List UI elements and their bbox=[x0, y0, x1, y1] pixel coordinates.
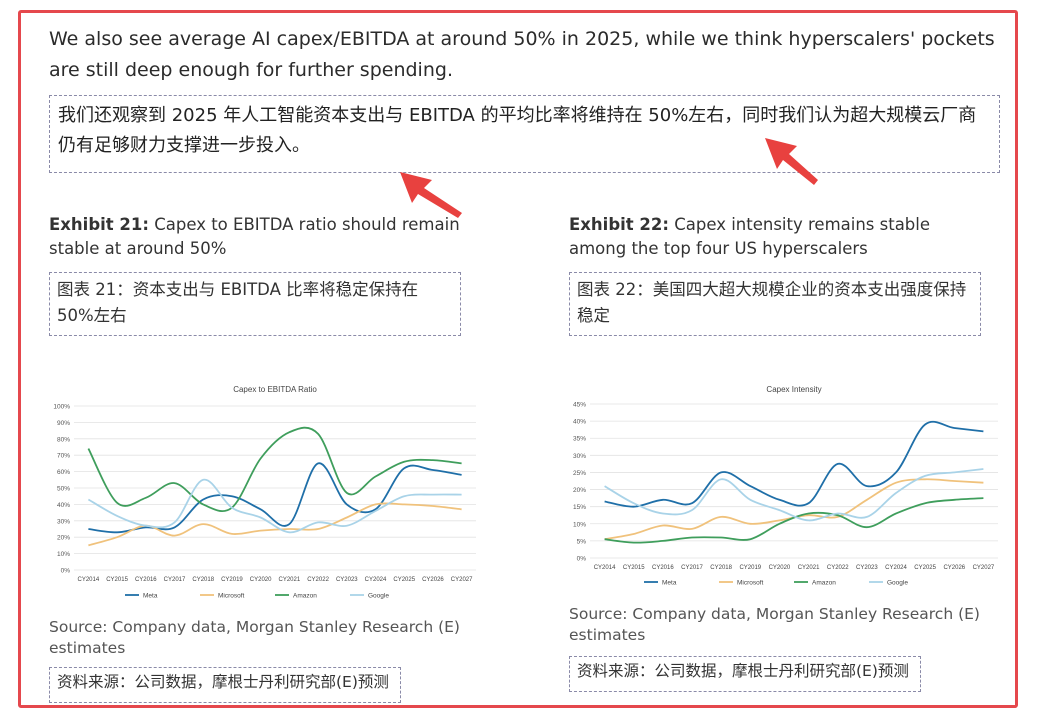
y-tick-label: 10% bbox=[573, 521, 586, 528]
legend-label: Microsoft bbox=[218, 593, 245, 600]
x-tick-label: CY2025 bbox=[393, 577, 415, 583]
x-tick-label: CY2022 bbox=[827, 565, 849, 571]
y-tick-label: 30% bbox=[573, 453, 586, 460]
y-tick-label: 0% bbox=[577, 556, 587, 563]
x-tick-label: CY2018 bbox=[192, 577, 214, 583]
exhibit-title: Exhibit 22: Capex intensity remains stab… bbox=[569, 213, 989, 261]
exhibit-translation: 图表 21：资本支出与 EBITDA 比率将稳定保持在 50%左右 bbox=[49, 272, 461, 336]
line bbox=[604, 497, 984, 544]
line bbox=[88, 462, 462, 534]
highlight-frame bbox=[18, 10, 1018, 708]
legend-label: Meta bbox=[143, 593, 158, 600]
line bbox=[604, 468, 984, 522]
x-tick-label: CY2023 bbox=[336, 577, 358, 583]
x-tick-label: CY2015 bbox=[106, 577, 128, 583]
exhibit-label: Exhibit 21: bbox=[49, 215, 149, 234]
x-tick-label: CY2018 bbox=[710, 565, 732, 571]
y-tick-label: 50% bbox=[57, 486, 70, 493]
x-tick-label: CY2021 bbox=[798, 565, 820, 571]
y-tick-label: 40% bbox=[57, 502, 70, 509]
exhibit-text: Capex intensity remains stable among the… bbox=[569, 215, 931, 258]
x-tick-label: CY2024 bbox=[365, 577, 387, 583]
legend-label: Meta bbox=[662, 580, 677, 587]
y-tick-label: 15% bbox=[573, 504, 586, 511]
chart: Capex to EBITDA Ratio 0% 10% 20% 30% 40% 50% 60… bbox=[53, 385, 476, 600]
chart-title: Capex to EBITDA Ratio bbox=[233, 385, 317, 394]
x-tick-label: CY2019 bbox=[221, 577, 243, 583]
x-tick-label: CY2016 bbox=[135, 577, 157, 583]
x-tick-label: CY2020 bbox=[250, 577, 272, 583]
chart-title: Capex Intensity bbox=[766, 385, 821, 394]
legend-label: Amazon bbox=[812, 580, 836, 587]
line bbox=[88, 502, 462, 547]
legend-label: Microsoft bbox=[737, 580, 764, 587]
exhibit-translation: 图表 22：美国四大超大规模企业的资本支出强度保持稳定 bbox=[569, 272, 981, 336]
source-translation: 资料来源：公司数据，摩根士丹利研究部(E)预测 bbox=[49, 667, 401, 703]
line bbox=[87, 478, 462, 534]
x-tick-label: CY2014 bbox=[594, 565, 616, 571]
x-tick-label: CY2026 bbox=[943, 565, 965, 571]
x-tick-label: CY2015 bbox=[623, 565, 645, 571]
x-tick-label: CY2027 bbox=[973, 565, 995, 571]
x-tick-label: CY2016 bbox=[652, 565, 674, 571]
y-tick-label: 25% bbox=[573, 470, 586, 477]
x-tick-label: CY2026 bbox=[422, 577, 444, 583]
source-translation: 资料来源：公司数据，摩根士丹利研究部(E)预测 bbox=[569, 656, 921, 692]
y-tick-label: 45% bbox=[573, 402, 586, 409]
x-tick-label: CY2014 bbox=[78, 577, 100, 583]
intro-translation: 我们还观察到 2025 年人工智能资本支出与 EBITDA 的平均比率将维持在 … bbox=[49, 95, 1000, 173]
x-tick-label: CY2019 bbox=[739, 565, 761, 571]
y-tick-label: 60% bbox=[57, 469, 70, 476]
legend-label: Google bbox=[368, 593, 389, 600]
x-tick-label: CY2021 bbox=[279, 577, 301, 583]
y-tick-label: 20% bbox=[573, 487, 586, 494]
exhibit-label: Exhibit 22: bbox=[569, 215, 669, 234]
y-tick-label: 80% bbox=[57, 436, 70, 443]
source: Source: Company data, Morgan Stanley Res… bbox=[569, 605, 980, 644]
line bbox=[604, 478, 984, 541]
y-tick-label: 10% bbox=[57, 551, 70, 558]
y-tick-label: 90% bbox=[57, 420, 70, 427]
x-tick-label: CY2023 bbox=[856, 565, 878, 571]
y-tick-label: 20% bbox=[57, 535, 70, 542]
y-tick-label: 40% bbox=[573, 419, 586, 426]
y-tick-label: 100% bbox=[53, 404, 70, 411]
legend-label: Google bbox=[887, 580, 908, 587]
x-tick-label: CY2020 bbox=[769, 565, 791, 571]
chart: Capex Intensity 0% 5% 10% 15% 20% 25% 30% 35% 40%… bbox=[573, 385, 998, 587]
intro-text: We also see average AI capex/EBITDA at a… bbox=[49, 28, 995, 81]
exhibit-title: Exhibit 21: Capex to EBITDA ratio should… bbox=[49, 213, 469, 261]
line bbox=[87, 426, 462, 512]
source: Source: Company data, Morgan Stanley Res… bbox=[49, 618, 460, 657]
y-tick-label: 35% bbox=[573, 436, 586, 443]
x-tick-label: CY2025 bbox=[914, 565, 936, 571]
x-tick-label: CY2027 bbox=[451, 577, 473, 583]
exhibit-text: Capex to EBITDA ratio should remain stab… bbox=[49, 215, 460, 258]
y-tick-label: 70% bbox=[57, 453, 70, 460]
y-tick-label: 5% bbox=[577, 538, 587, 545]
x-tick-label: CY2017 bbox=[164, 577, 186, 583]
x-tick-label: CY2017 bbox=[681, 565, 703, 571]
y-tick-label: 30% bbox=[57, 518, 70, 525]
x-tick-label: CY2022 bbox=[307, 577, 329, 583]
line bbox=[604, 420, 984, 508]
x-tick-label: CY2024 bbox=[885, 565, 907, 571]
legend-label: Amazon bbox=[293, 593, 317, 600]
y-tick-label: 0% bbox=[61, 568, 71, 575]
